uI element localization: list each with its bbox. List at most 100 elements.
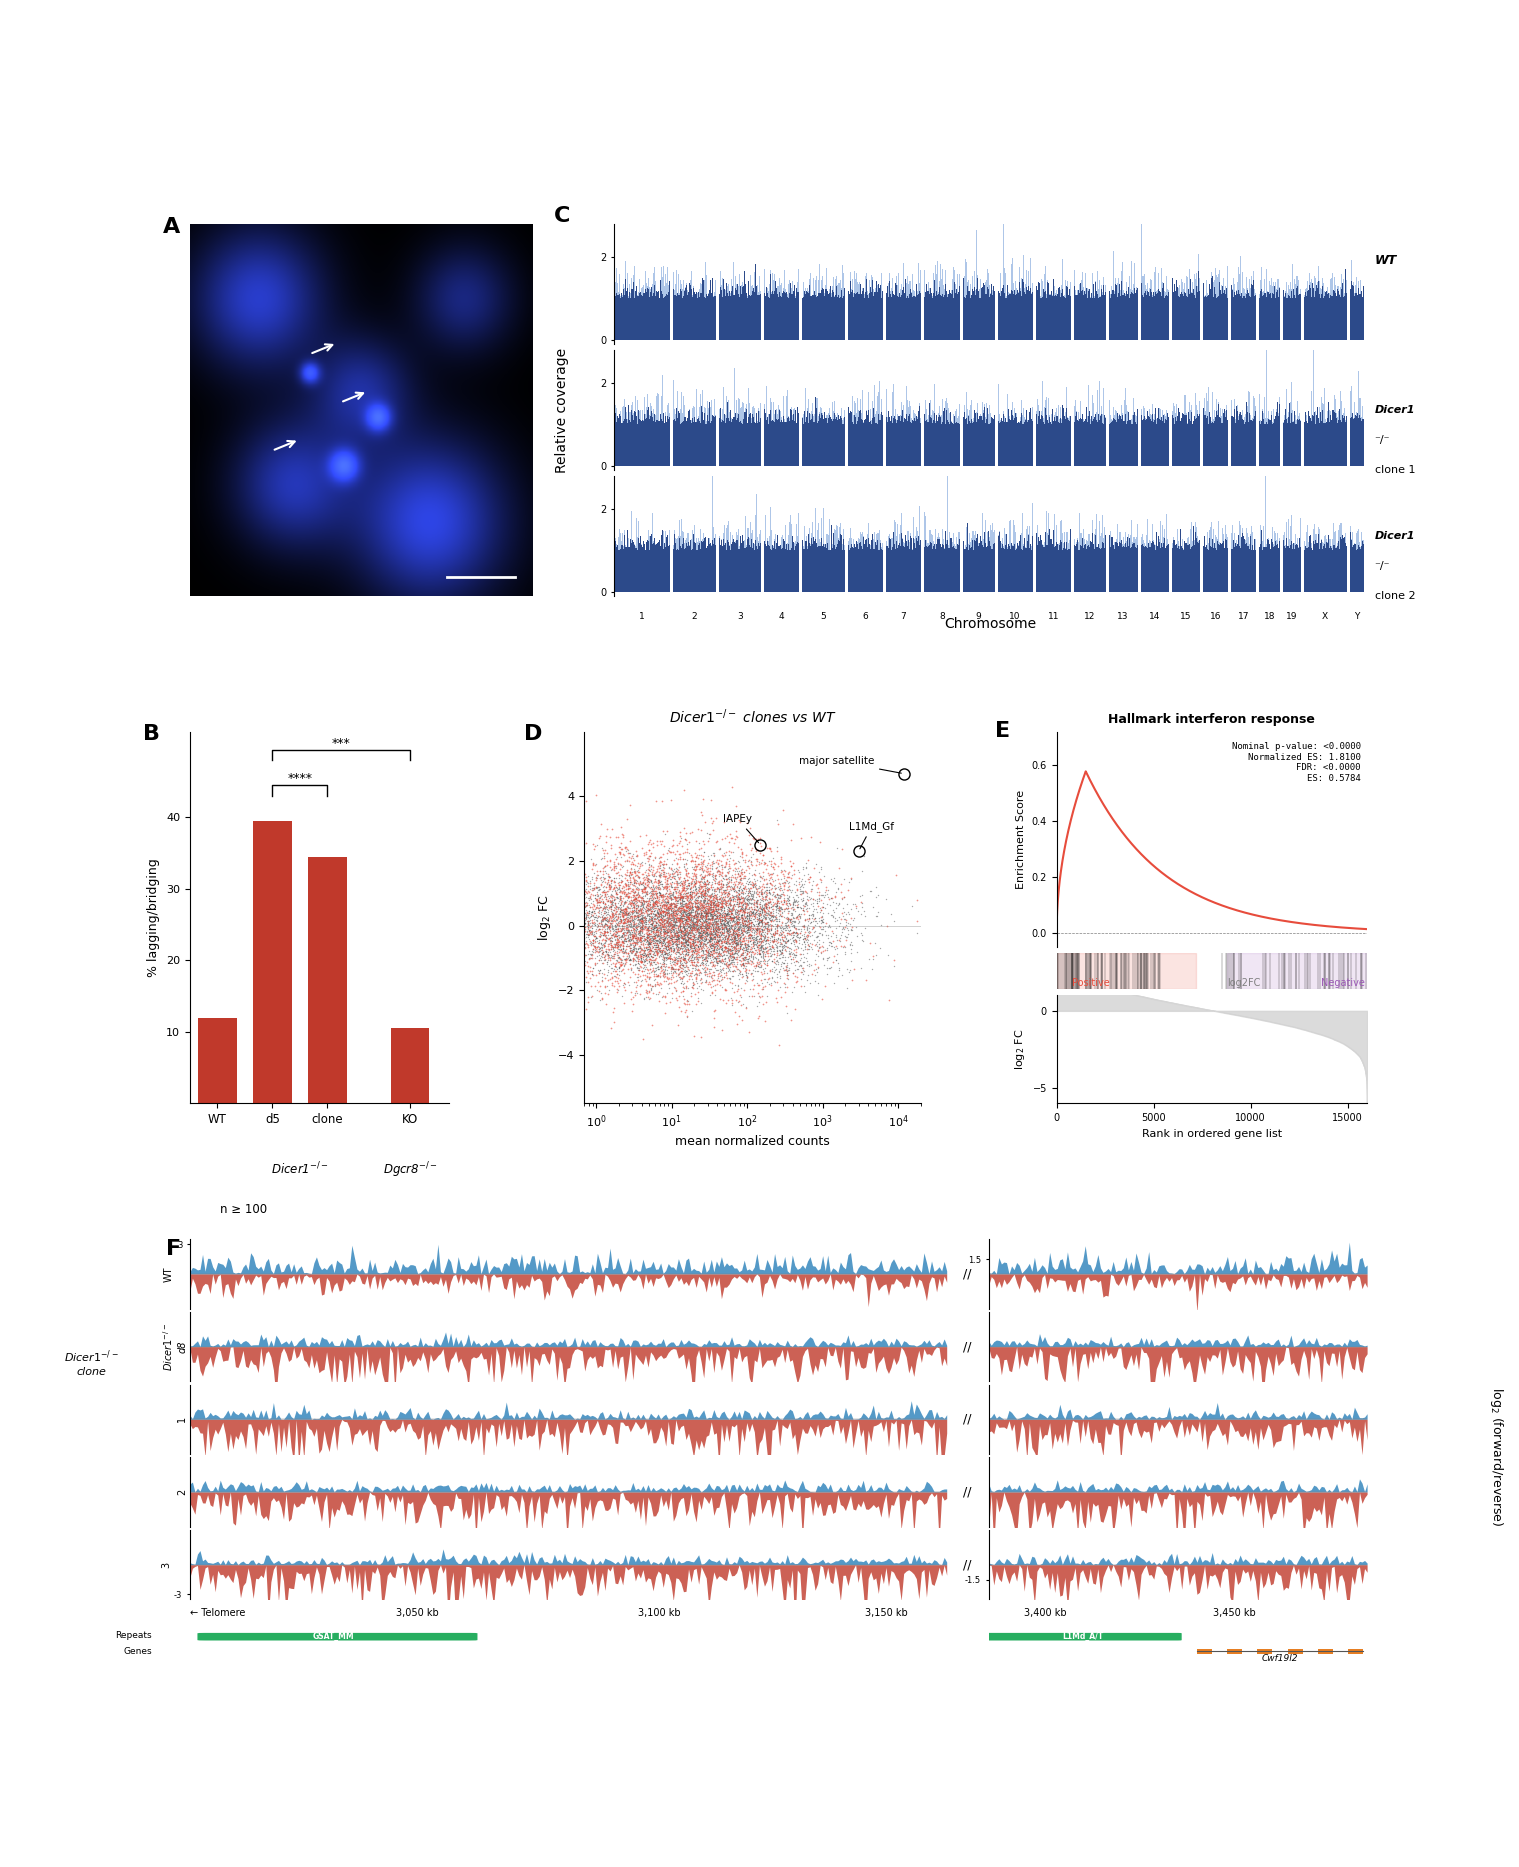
Point: [731, 920, 755, 950]
Point: [627, 870, 652, 900]
Point: [594, 877, 618, 907]
Point: [633, 894, 658, 924]
Point: [737, 920, 761, 950]
Point: [688, 911, 712, 941]
Point: [697, 922, 722, 952]
Point: [647, 877, 671, 907]
Point: [677, 905, 702, 935]
Point: [664, 883, 688, 913]
Point: [760, 939, 784, 969]
Point: [643, 894, 667, 924]
Point: [681, 928, 705, 958]
Point: [740, 920, 764, 950]
Point: [731, 883, 755, 913]
Point: [738, 905, 763, 935]
Point: [784, 904, 808, 934]
Point: [649, 855, 673, 885]
Point: [647, 879, 671, 909]
Point: [636, 947, 661, 976]
Point: [611, 935, 635, 965]
Point: [650, 907, 674, 937]
Point: [623, 950, 647, 980]
Point: [649, 879, 673, 909]
Point: [564, 876, 588, 905]
Point: [738, 879, 763, 909]
Point: [677, 883, 702, 913]
Point: [756, 883, 781, 913]
Point: [775, 924, 799, 954]
Point: [629, 920, 653, 950]
Point: [653, 917, 677, 947]
Point: [744, 935, 769, 965]
Point: [626, 934, 650, 963]
Point: [630, 930, 655, 960]
Point: [659, 922, 684, 952]
Point: [609, 889, 633, 919]
Point: [621, 913, 646, 943]
Point: [706, 851, 731, 881]
Point: [735, 909, 760, 939]
Point: [602, 943, 626, 973]
Point: [641, 907, 665, 937]
Point: [670, 907, 694, 937]
Point: [691, 892, 715, 922]
Point: [671, 976, 696, 1006]
Point: [772, 926, 796, 956]
Point: [775, 999, 799, 1029]
Point: [676, 900, 700, 930]
Point: [699, 922, 723, 952]
Point: [633, 934, 658, 963]
Point: [718, 948, 743, 978]
Point: [726, 892, 750, 922]
Point: [720, 939, 744, 969]
Point: [694, 898, 718, 928]
Point: [728, 896, 752, 926]
Point: [670, 922, 694, 952]
Point: [649, 917, 673, 947]
Point: [728, 915, 752, 945]
Point: [623, 909, 647, 939]
Point: [735, 877, 760, 907]
Point: [664, 885, 688, 915]
Point: [681, 909, 705, 939]
Text: Negative: Negative: [1320, 978, 1364, 988]
Point: [653, 907, 677, 937]
Point: [778, 934, 802, 963]
Point: [690, 915, 714, 945]
Point: [667, 904, 691, 934]
Point: [749, 960, 773, 990]
Point: [766, 894, 790, 924]
Point: [703, 980, 728, 1010]
Point: [702, 1012, 726, 1042]
Point: [589, 896, 614, 926]
Point: [638, 939, 662, 969]
Point: [737, 917, 761, 947]
Point: [796, 920, 820, 950]
Point: [746, 835, 770, 864]
Point: [561, 969, 585, 999]
Point: [670, 932, 694, 962]
Point: [684, 892, 708, 922]
Point: [561, 943, 585, 973]
Point: [711, 898, 735, 928]
Point: [579, 943, 603, 973]
Point: [693, 883, 717, 913]
Point: [598, 887, 623, 917]
Point: [567, 924, 591, 954]
Point: [743, 887, 767, 917]
Point: [743, 924, 767, 954]
Point: [728, 919, 752, 948]
Point: [738, 975, 763, 1004]
Point: [720, 945, 744, 975]
Point: [561, 902, 585, 932]
Point: [617, 902, 641, 932]
Point: [677, 874, 702, 904]
Point: [598, 866, 623, 896]
Point: [662, 861, 687, 891]
Point: [649, 842, 673, 872]
Point: [758, 898, 782, 928]
Point: [741, 937, 766, 967]
Point: [705, 881, 729, 911]
Point: [790, 920, 814, 950]
Point: [662, 868, 687, 898]
